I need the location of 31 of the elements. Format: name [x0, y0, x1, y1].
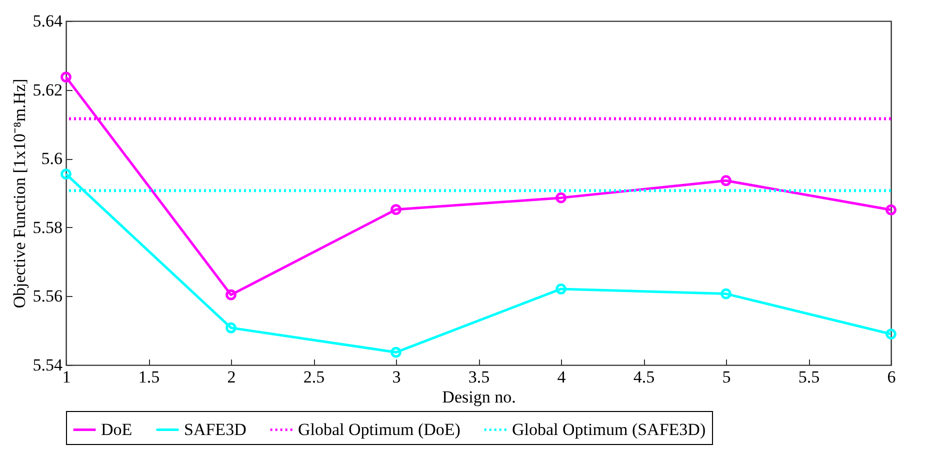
legend-label: SAFE3D	[184, 420, 246, 439]
point	[720, 288, 732, 300]
y-tick-label: 5.62	[32, 80, 62, 100]
x-tick-label: 1.5	[138, 368, 160, 386]
x-tick-label: 2	[227, 368, 236, 386]
legend-label: Global Optimum (SAFE3D)	[512, 420, 706, 439]
y-tick-label: 5.56	[32, 286, 62, 306]
y-tick-label: 5.64	[32, 12, 63, 30]
point	[720, 175, 732, 186]
point	[390, 346, 402, 358]
point	[556, 192, 566, 204]
y-tick-label: 5.58	[32, 218, 62, 237]
y-tick-label: 5.54	[32, 356, 63, 374]
x-tick-label: 2.5	[303, 368, 325, 386]
point	[226, 322, 236, 334]
y-axis-title: Objective Function [1x10⁻⁸m.Hz]	[10, 78, 29, 308]
legend-label: DoE	[101, 420, 132, 439]
x-tick-label: 3.5	[468, 368, 490, 386]
x-tick-label: 4	[557, 368, 566, 386]
x-tick-label: 5	[722, 368, 731, 386]
point	[556, 284, 566, 294]
x-axis-title: Design no.	[442, 388, 516, 406]
x-tick-label: 4.5	[633, 368, 655, 386]
point	[390, 204, 402, 215]
x-tick-label: 6	[887, 368, 896, 386]
y-tick-label: 5.6	[41, 149, 62, 168]
x-tick-label: 1	[62, 368, 71, 386]
x-tick-label: 3	[392, 368, 401, 386]
point	[226, 289, 236, 300]
legend-label: Global Optimum (DoE)	[298, 420, 460, 439]
x-tick-label: 5.5	[798, 368, 820, 386]
